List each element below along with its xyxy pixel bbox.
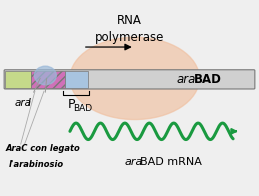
- Text: l'arabinosio: l'arabinosio: [9, 160, 64, 169]
- Ellipse shape: [70, 37, 199, 120]
- Text: RNA: RNA: [117, 14, 142, 27]
- Bar: [5, 71, 31, 88]
- Text: ara: ara: [14, 98, 31, 108]
- Text: ara: ara: [124, 157, 143, 167]
- Text: BAD: BAD: [194, 73, 222, 86]
- Text: BAD: BAD: [73, 104, 92, 113]
- Ellipse shape: [34, 66, 56, 85]
- Text: P: P: [67, 98, 75, 111]
- Text: BAD mRNA: BAD mRNA: [140, 157, 202, 167]
- Text: ara: ara: [176, 73, 196, 86]
- FancyBboxPatch shape: [4, 70, 255, 89]
- Text: I: I: [28, 98, 31, 108]
- Bar: [65, 71, 88, 88]
- Text: polymerase: polymerase: [95, 31, 164, 44]
- Bar: [31, 71, 65, 88]
- Text: AraC con legato: AraC con legato: [5, 144, 80, 153]
